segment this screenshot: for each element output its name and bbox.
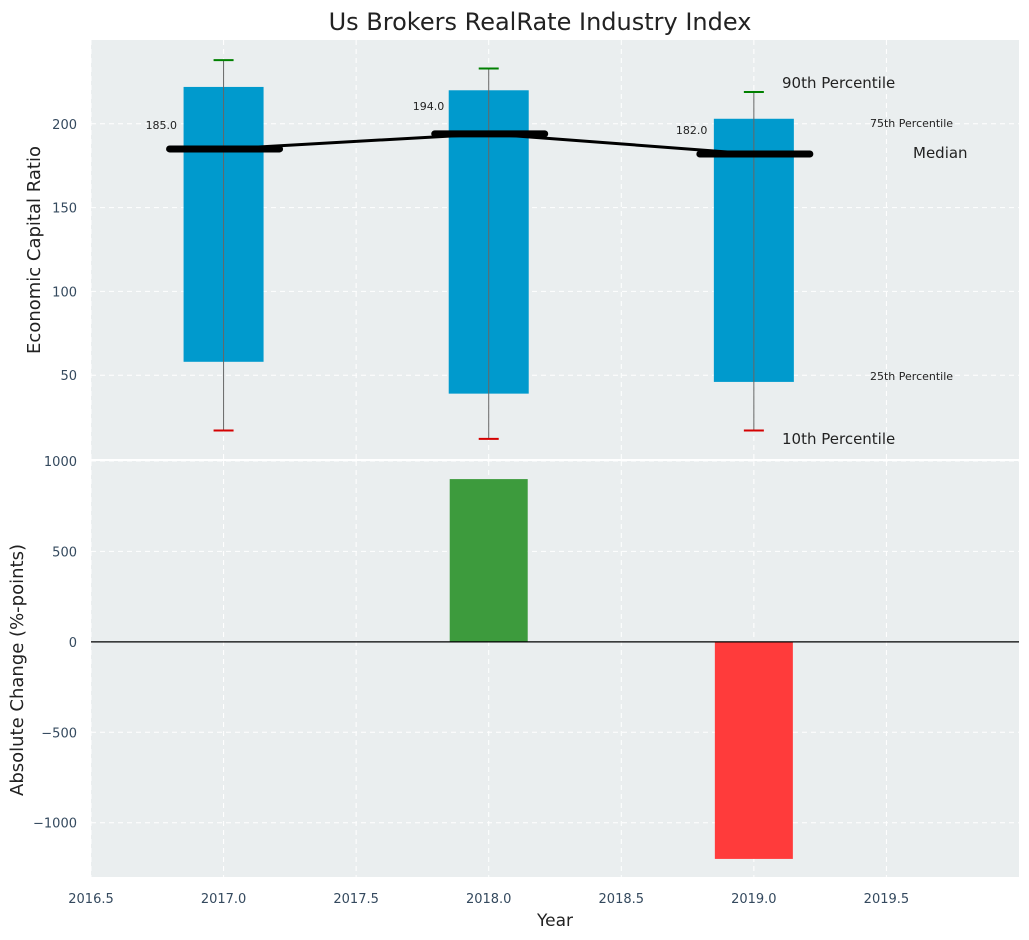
top-y-tick-label: 100 (52, 285, 77, 300)
bottom-y-tick-label: 1000 (44, 455, 77, 470)
x-tick-label: 2019.0 (731, 892, 777, 907)
top-y-tick-label: 150 (52, 202, 77, 217)
annot-25th-percentile: 25th Percentile (870, 370, 953, 383)
bottom-y-tick-label: −1000 (33, 817, 77, 832)
bar-negative-change (714, 641, 793, 859)
top-y-axis-label: Economic Capital Ratio (24, 146, 45, 354)
bottom-plot-area (91, 461, 1019, 877)
bar-positive-change (449, 479, 528, 642)
annot-75th-percentile: 75th Percentile (870, 117, 953, 130)
annot-90th-percentile: 90th Percentile (782, 74, 895, 92)
grid-lines (90, 40, 1019, 877)
top-panel-marks: 185.0 194.0 182.0 (146, 59, 814, 440)
x-tick-label: 2018.5 (599, 892, 645, 907)
x-tick-label: 2019.5 (864, 892, 910, 907)
median-value-label: 185.0 (146, 119, 178, 132)
x-axis-label: Year (536, 911, 573, 931)
bottom-panel-marks (91, 479, 1019, 859)
top-y-tick-label: 200 (52, 118, 77, 133)
median-value-label: 182.0 (676, 124, 708, 137)
x-tick-label: 2018.0 (466, 892, 512, 907)
top-y-tick-label: 50 (60, 369, 77, 384)
bottom-y-tick-label: −500 (41, 726, 77, 741)
x-tick-label: 2017.5 (333, 892, 379, 907)
x-tick-label: 2016.5 (68, 892, 114, 907)
median-value-label: 194.0 (413, 100, 445, 113)
bottom-y-tick-label: 0 (69, 636, 77, 651)
x-tick-label: 2017.0 (201, 892, 247, 907)
annot-10th-percentile: 10th Percentile (782, 430, 895, 448)
chart-title: Us Brokers RealRate Industry Index (329, 8, 752, 36)
bottom-y-axis-label: Absolute Change (%-points) (7, 544, 28, 796)
bottom-y-tick-label: 500 (52, 545, 77, 560)
axis-ticks: 2016.5 2017.0 2017.5 2018.0 2018.5 2019.0 2019… (33, 118, 909, 907)
annot-median: Median (913, 144, 968, 162)
median-trend-line (223, 132, 754, 156)
